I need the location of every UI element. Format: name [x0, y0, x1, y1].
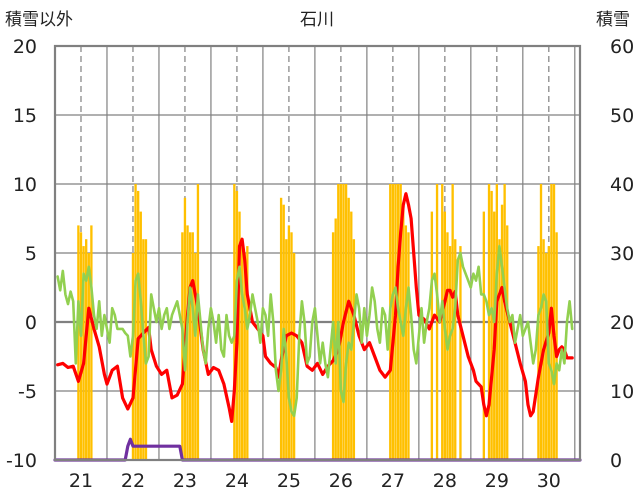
- snow-depth-bar: [238, 211, 241, 460]
- snow-depth-bar: [87, 253, 90, 460]
- snow-depth-bar: [90, 225, 93, 460]
- right-tick-label: 0: [610, 450, 622, 472]
- snow-depth-bar: [339, 184, 343, 460]
- snow-depth-bar: [539, 184, 543, 460]
- right-tick-label: 10: [610, 381, 634, 403]
- snow-depth-bar: [537, 246, 540, 460]
- snow-depth-bar: [503, 184, 506, 460]
- x-tick-label: 27: [381, 470, 405, 492]
- snow-depth-bar: [290, 232, 293, 460]
- left-tick-label: 20: [13, 36, 37, 58]
- snow-depth-bar: [331, 232, 335, 460]
- x-tick-label: 22: [121, 470, 145, 492]
- snow-depth-bar: [482, 211, 486, 460]
- snow-depth-bar: [404, 225, 408, 460]
- snow-depth-bar: [142, 239, 145, 460]
- snow-depth-bar: [448, 246, 452, 460]
- snow-depth-bar: [506, 225, 509, 460]
- snow-depth-bar: [188, 232, 192, 460]
- right-tick-label: 60: [610, 36, 634, 58]
- snow-depth-bar: [498, 239, 501, 460]
- x-tick-label: 24: [225, 470, 249, 492]
- snow-depth-bar: [454, 239, 457, 460]
- snow-depth-bar: [407, 232, 410, 460]
- snow-depth-bar: [240, 239, 244, 460]
- plot-frame: [53, 44, 582, 462]
- snow-depth-bar: [243, 253, 246, 460]
- snow-depth-bar: [350, 211, 353, 460]
- left-tick-label: 5: [25, 243, 37, 265]
- left-tick-label: 15: [13, 105, 37, 127]
- snow-depth-bar: [134, 184, 137, 460]
- snow-depth-bar: [490, 190, 493, 460]
- x-tick-label: 21: [69, 470, 93, 492]
- left-tick-label: -5: [18, 381, 37, 403]
- snow-depth-bar: [545, 253, 548, 460]
- right-tick-label: 50: [610, 105, 634, 127]
- snow-depth-bar: [391, 184, 395, 460]
- right-axis-label: 積雪: [596, 10, 630, 30]
- x-tick-label: 29: [485, 470, 509, 492]
- right-tick-label: 30: [610, 243, 634, 265]
- left-axis-label: 積雪以外: [5, 10, 73, 30]
- left-tick-label: 10: [13, 174, 37, 196]
- green_series-line: [56, 244, 574, 418]
- snow-depth-bar: [487, 184, 491, 460]
- snow-depth-bar: [292, 253, 296, 460]
- x-tick-label: 25: [277, 470, 301, 492]
- snow-depth-bar: [430, 211, 434, 460]
- snow-depth-bar: [287, 225, 291, 460]
- x-tick-label: 23: [173, 470, 197, 492]
- snow-depth-bar: [435, 184, 439, 460]
- snow-depth-bar: [347, 197, 350, 461]
- snow-depth-bar: [136, 190, 140, 460]
- snow-depth-bar: [79, 232, 83, 460]
- snow-depth-bar: [131, 253, 135, 460]
- x-tick-label: 30: [537, 470, 561, 492]
- snow-depth-bar: [344, 184, 348, 460]
- snow-depth-bar: [396, 184, 400, 460]
- snow-depth-bar: [500, 204, 504, 460]
- line-layer: [53, 192, 582, 462]
- snow-depth-bar: [352, 239, 356, 460]
- purple_series-line: [53, 437, 582, 462]
- snow-depth-bar: [279, 197, 283, 461]
- right-tick-label: 20: [610, 312, 634, 334]
- left-tick-label: -10: [6, 450, 37, 472]
- x-tick-label: 28: [433, 470, 457, 492]
- chart-title: 石川: [300, 10, 334, 30]
- snow-depth-bar: [77, 225, 80, 460]
- snow-depth-bar: [246, 246, 249, 460]
- x-tick-label: 26: [329, 470, 353, 492]
- snow-depth-bar: [194, 253, 197, 460]
- snow-depth-bar: [196, 184, 200, 460]
- snow-depth-bar: [334, 218, 337, 460]
- right-tick-label: 40: [610, 174, 634, 196]
- snow-depth-bar: [441, 184, 444, 460]
- left-tick-label: 0: [25, 312, 37, 334]
- snow-depth-bar: [191, 232, 194, 460]
- snow-depth-bar: [459, 246, 462, 460]
